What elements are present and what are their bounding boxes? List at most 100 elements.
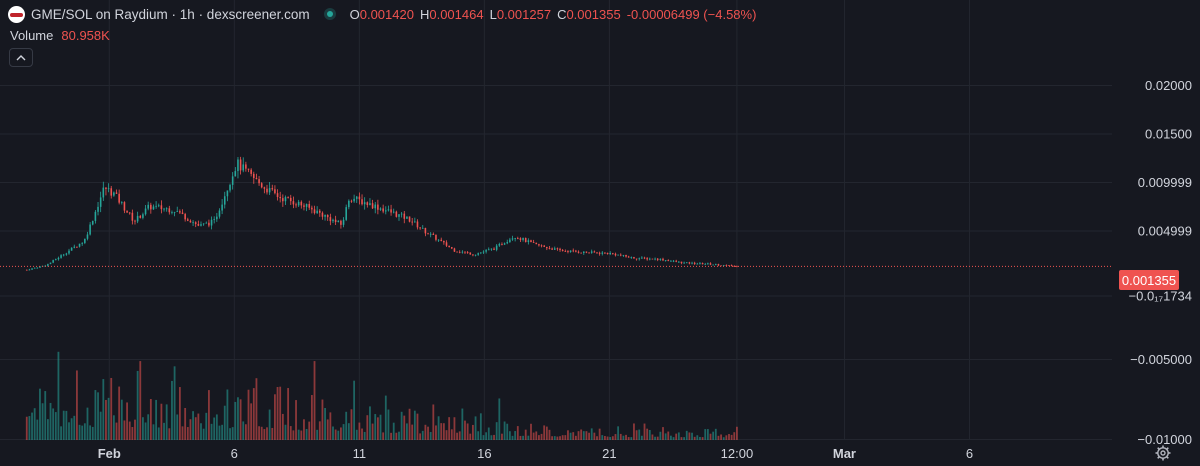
volume-bar (709, 433, 712, 440)
candle-body (126, 210, 128, 213)
volume-bar (78, 424, 81, 440)
volume-bar (622, 435, 625, 440)
candle-body (445, 242, 448, 246)
candle-body (223, 196, 226, 205)
collapse-legend-button[interactable] (9, 48, 33, 67)
volume-bar (276, 387, 279, 440)
candle-body (163, 208, 165, 210)
candle-body (736, 266, 738, 267)
volume-bar (292, 430, 295, 440)
candle-body (543, 245, 545, 247)
candle-body (701, 262, 704, 265)
volume-bar (685, 430, 688, 440)
volume-bar (648, 429, 651, 440)
volume-bar (300, 430, 303, 440)
volume-bar (524, 429, 527, 440)
volume-bar (115, 422, 118, 440)
y-axis: 0.02000 0.01500 0.009999 0.004999 −0.0₁₇1734… (1129, 78, 1192, 447)
gear-icon[interactable] (1155, 445, 1171, 461)
x-tick-label: 6 (231, 446, 238, 461)
low-value: 0.001257 (496, 6, 552, 22)
candle-body (247, 168, 250, 170)
candle-body (582, 251, 585, 253)
volume-bar (627, 437, 630, 440)
candle-body (572, 250, 575, 252)
volume-bar (33, 408, 36, 440)
volume-bar (250, 403, 253, 440)
candle-body (456, 251, 458, 253)
candle-body (316, 210, 318, 214)
volume-bar (105, 399, 107, 440)
volume-bar (617, 426, 620, 440)
volume-bar (118, 386, 121, 440)
volume-bar (416, 413, 419, 440)
candle-body (242, 164, 245, 171)
candle-body (598, 252, 601, 254)
candle-body (670, 260, 672, 262)
candle-body (493, 248, 495, 250)
volume-bar (553, 436, 556, 440)
volume-bar (408, 408, 411, 440)
volume-bar (712, 431, 715, 440)
candle-body (638, 258, 641, 260)
candle-body (136, 215, 139, 222)
candle-body (580, 252, 582, 254)
candle-body (527, 240, 530, 243)
candle-body (707, 263, 709, 265)
volume-bar (456, 432, 458, 440)
volume-bar (152, 424, 155, 440)
volume-bar (490, 435, 493, 440)
volume-bar (202, 428, 205, 440)
candle-body (622, 254, 625, 256)
candle-body (403, 213, 406, 219)
candle-body (487, 249, 490, 251)
candle-body (266, 188, 268, 193)
volume-bar (485, 432, 488, 440)
candle-body (36, 267, 39, 269)
volume-bar (559, 436, 561, 440)
candle-body (84, 238, 86, 243)
candle-body (448, 245, 450, 248)
candle-body (535, 242, 538, 245)
chevron-up-icon (16, 54, 26, 60)
volume-bar (189, 419, 192, 440)
candle-body (411, 221, 413, 223)
volume-bar (611, 436, 614, 440)
volume-bar (147, 414, 150, 440)
candle-body (408, 216, 411, 222)
candle-body (94, 211, 97, 221)
candle-body (530, 240, 532, 243)
volume-bar (310, 395, 313, 440)
candle-body (548, 248, 551, 249)
candle-body (551, 248, 553, 250)
candle-body (305, 203, 308, 207)
volume-bar (229, 428, 231, 440)
candle-body (152, 206, 155, 210)
volume-bar (400, 411, 403, 440)
candle-body (730, 265, 733, 267)
volume-bar (638, 429, 641, 440)
candle-body (601, 252, 604, 254)
volume-bar (316, 429, 319, 440)
candle-body (361, 199, 363, 205)
candle-body (691, 262, 693, 264)
candle-body (717, 264, 720, 266)
volume-bar (244, 424, 247, 440)
volume-bar (538, 435, 540, 440)
volume-bar (252, 388, 255, 440)
volume-bar (110, 377, 113, 440)
volume-bar (585, 431, 588, 440)
candle-body (329, 217, 332, 222)
candle-body (585, 251, 588, 253)
candle-body (612, 252, 614, 254)
volume-bar (39, 388, 41, 440)
volume-bar (255, 378, 258, 440)
volume-bar (619, 433, 622, 440)
candle-body (392, 211, 395, 213)
candle-body (522, 237, 524, 240)
volume-bar (366, 415, 369, 440)
volume-bar (192, 411, 194, 440)
candle-body (189, 220, 192, 223)
candle-body (134, 220, 136, 222)
